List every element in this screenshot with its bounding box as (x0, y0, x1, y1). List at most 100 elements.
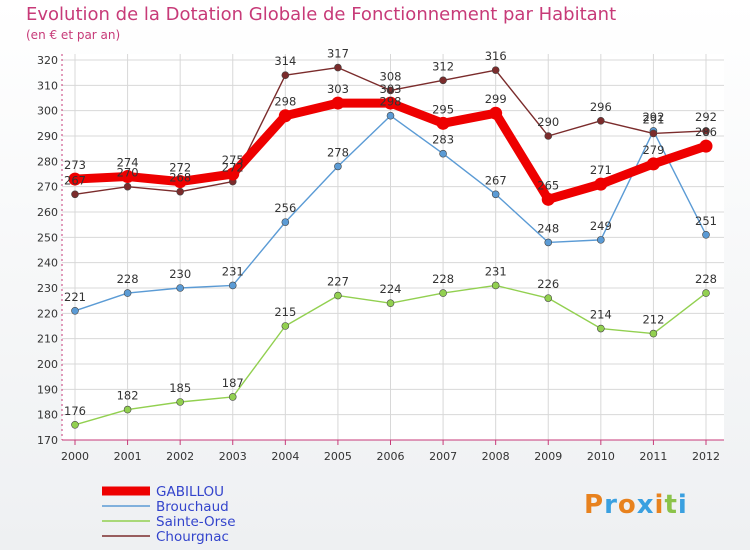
data-point (334, 291, 342, 300)
data-point (544, 238, 553, 247)
data-point (386, 86, 395, 95)
x-tick-label: 2008 (482, 450, 510, 463)
data-point (649, 129, 658, 138)
data-label: 274 (117, 156, 139, 170)
legend-label: Chourgnac (156, 529, 229, 545)
data-point (491, 281, 500, 290)
logo-letter: x (636, 490, 655, 520)
data-point (334, 162, 342, 171)
x-tick-label: 2000 (61, 450, 89, 463)
x-tick-label: 2010 (587, 450, 615, 463)
legend-label: GABILLOU (156, 484, 224, 500)
data-point (121, 170, 135, 184)
data-point (544, 294, 553, 302)
y-tick-label: 210 (37, 333, 58, 346)
data-point (702, 289, 710, 297)
data-point (334, 63, 342, 72)
logo-letter: r (604, 490, 618, 520)
data-point (173, 175, 187, 189)
y-tick-label: 200 (37, 358, 58, 371)
data-point (541, 192, 555, 206)
data-label: 251 (695, 214, 717, 228)
data-label: 316 (485, 49, 507, 63)
logo-letter: i (654, 490, 665, 520)
data-point (281, 71, 290, 79)
data-point (597, 117, 605, 125)
data-point (176, 398, 184, 406)
y-tick-label: 240 (37, 257, 58, 270)
x-tick-label: 2002 (166, 450, 194, 463)
data-point (228, 281, 237, 290)
data-point (439, 289, 447, 297)
data-label: 303 (380, 82, 402, 96)
data-label: 303 (327, 82, 349, 96)
data-label: 187 (222, 376, 244, 390)
series (68, 63, 713, 429)
data-point (71, 190, 79, 199)
y-tick-label: 230 (37, 282, 58, 295)
data-point (281, 322, 290, 330)
data-point (384, 96, 397, 110)
data-point (597, 236, 605, 244)
data-point (491, 66, 500, 74)
data-point (123, 182, 132, 191)
x-tick-label: 2009 (534, 450, 562, 463)
data-label: 273 (64, 158, 86, 172)
data-label: 291 (642, 112, 664, 126)
data-label: 256 (274, 201, 296, 215)
data-point (226, 167, 240, 181)
y-tick-label: 180 (37, 409, 58, 422)
data-point (123, 289, 132, 297)
proxiti-logo: Proxiti (584, 490, 688, 520)
y-tick-label: 170 (37, 434, 58, 447)
data-label: 231 (485, 264, 507, 278)
data-point (331, 96, 345, 110)
legend-label: Sainte-Orse (156, 514, 236, 530)
data-point (489, 106, 503, 120)
logo-letter: o (617, 490, 637, 520)
data-label: 267 (485, 173, 507, 187)
data-label: 275 (222, 153, 244, 167)
y-tick-label: 250 (37, 231, 58, 244)
data-label: 292 (695, 110, 717, 124)
logo-letter: i (677, 490, 688, 520)
data-point (646, 157, 660, 171)
plot-area (62, 54, 724, 440)
x-tick-label: 2004 (271, 450, 299, 463)
data-point (68, 172, 82, 186)
data-label: 295 (432, 102, 454, 116)
y-tick-label: 270 (37, 181, 58, 194)
data-point (491, 190, 500, 199)
y-tick-label: 320 (37, 54, 58, 67)
data-label: 268 (169, 171, 191, 185)
data-label: 298 (380, 95, 402, 109)
data-label: 248 (537, 221, 559, 235)
data-label: 278 (327, 145, 349, 159)
data-point (71, 306, 79, 315)
y-tick-label: 300 (37, 105, 58, 118)
x-tick-label: 2003 (219, 450, 247, 463)
data-label: 308 (380, 69, 402, 83)
data-label: 230 (169, 267, 191, 281)
legend-label: Brouchaud (156, 499, 229, 515)
data-label: 221 (64, 290, 86, 304)
logo-letter: P (584, 490, 605, 520)
data-label: 212 (642, 313, 664, 327)
chart-title: Evolution de la Dotation Globale de Fonc… (26, 4, 617, 25)
data-label: 228 (432, 272, 454, 286)
data-point (123, 405, 132, 414)
data-point (594, 177, 608, 191)
data-point (439, 76, 447, 85)
data-point (702, 127, 710, 135)
data-label: 314 (274, 54, 296, 68)
data-label: 279 (642, 143, 664, 157)
y-tick-label: 220 (37, 307, 58, 320)
data-label: 228 (117, 272, 139, 286)
data-point (71, 420, 79, 429)
data-label: 312 (432, 59, 454, 73)
x-tick-label: 2012 (692, 450, 720, 463)
data-point (228, 393, 237, 401)
data-point (439, 149, 447, 158)
